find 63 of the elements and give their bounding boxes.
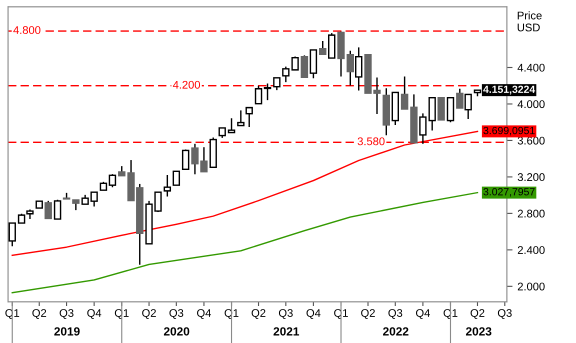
x-tick-label: Q3 bbox=[498, 309, 512, 319]
text: 2019 bbox=[54, 327, 80, 336]
text: 2020 bbox=[164, 327, 190, 336]
candlestick bbox=[18, 213, 26, 224]
candlestick bbox=[228, 118, 236, 134]
y-tick-label: 3.600 bbox=[518, 136, 545, 145]
line-series bbox=[12, 192, 478, 294]
x-tick-label: Q4 bbox=[416, 309, 430, 319]
candlestick bbox=[355, 46, 362, 92]
candlestick bbox=[419, 112, 427, 145]
candlestick bbox=[164, 174, 172, 198]
ref-line-label: 4.200 bbox=[172, 80, 200, 89]
candlestick bbox=[373, 76, 381, 115]
candlestick bbox=[437, 96, 445, 121]
text: 2021 bbox=[274, 327, 300, 336]
x-tick-label: Q2 bbox=[142, 309, 156, 319]
x-tick-label: Q4 bbox=[87, 309, 102, 319]
candlestick bbox=[254, 85, 262, 104]
candlestick bbox=[282, 66, 290, 83]
ref-line-label: 3.580 bbox=[358, 137, 385, 146]
candlestick bbox=[464, 93, 472, 120]
y-tick-label: 4.400 bbox=[518, 64, 545, 72]
x-tick-label: Q2 bbox=[252, 309, 266, 319]
x-tick-label: Q2 bbox=[361, 309, 375, 319]
candlestick bbox=[8, 222, 16, 248]
annotation: 4.151,3224 bbox=[483, 86, 536, 94]
y-tick-label: 2.000 bbox=[518, 282, 545, 290]
candlestick bbox=[172, 170, 180, 186]
candlestick bbox=[108, 173, 116, 188]
y-tick-label: 2.800 bbox=[518, 210, 545, 218]
candlestick bbox=[273, 76, 281, 91]
y-axis-title: Price USD bbox=[518, 11, 542, 32]
data-label: 3.027,7957 bbox=[483, 188, 535, 197]
candlestick bbox=[328, 32, 336, 59]
x-tick-label: Q4 bbox=[197, 309, 212, 319]
data-label: 3.699,0951 bbox=[483, 126, 535, 136]
text: 2023 bbox=[466, 327, 492, 336]
candlestick bbox=[54, 199, 62, 220]
candlestick bbox=[182, 148, 190, 170]
candlestick bbox=[310, 49, 318, 79]
candlestick bbox=[264, 82, 272, 101]
text: 2022 bbox=[383, 327, 408, 336]
x-tick-label: Q3 bbox=[169, 309, 184, 319]
candlestick bbox=[246, 106, 253, 128]
x-tick-label: Q3 bbox=[388, 309, 402, 319]
x-tick-label: Q2 bbox=[470, 309, 484, 319]
candlestick bbox=[26, 208, 34, 220]
candlestick bbox=[446, 96, 454, 123]
candlestick bbox=[237, 110, 245, 126]
x-tick-label: Q3 bbox=[278, 309, 293, 319]
candlestick bbox=[428, 96, 436, 132]
y-tick-label: 2.400 bbox=[518, 246, 545, 254]
y-tick-label: 4.000 bbox=[518, 100, 545, 108]
ref-line-label: 4.800 bbox=[13, 26, 40, 34]
candlestick bbox=[72, 199, 80, 211]
x-tick-label: Q3 bbox=[60, 309, 74, 319]
x-tick-label: Q4 bbox=[306, 309, 320, 319]
candlestick bbox=[218, 126, 226, 139]
candlestick bbox=[154, 191, 162, 213]
candlestick bbox=[291, 56, 299, 71]
x-tick-label: Q2 bbox=[32, 309, 46, 319]
y-tick-label: 3.200 bbox=[518, 173, 545, 182]
candlestick bbox=[118, 165, 126, 176]
